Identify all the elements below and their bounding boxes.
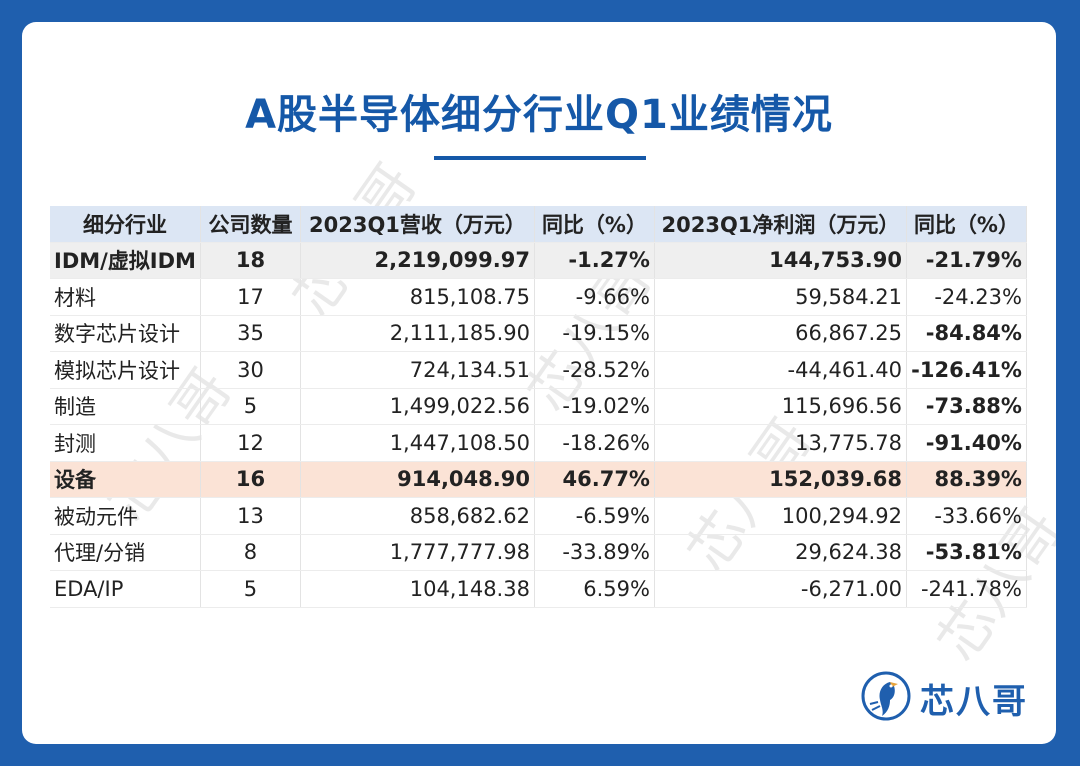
cell-count: 16 (200, 461, 301, 498)
cell-industry: 模拟芯片设计 (50, 351, 201, 389)
cell-count: 5 (200, 570, 301, 608)
cell-industry: 被动元件 (50, 497, 201, 535)
table-row: 设备 16 914,048.90 46.77% 152,039.68 88.39… (50, 461, 1027, 498)
cell-industry: 封测 (50, 424, 201, 462)
table-row: 被动元件 13 858,682.62 -6.59% 100,294.92 -33… (50, 497, 1027, 535)
cell-count: 12 (200, 424, 301, 462)
cell-profit-yoy: 88.39% (906, 461, 1027, 498)
cell-profit: -44,461.40 (654, 351, 907, 389)
cell-revenue-yoy: -19.02% (534, 388, 655, 425)
cell-profit-yoy: -126.41% (906, 351, 1027, 389)
cell-profit: 115,696.56 (654, 388, 907, 425)
cell-profit: -6,271.00 (654, 570, 907, 608)
table-row: 制造 5 1,499,022.56 -19.02% 115,696.56 -73… (50, 388, 1027, 425)
cell-revenue: 724,134.51 (300, 351, 535, 389)
cell-profit: 29,624.38 (654, 534, 907, 571)
cell-profit: 100,294.92 (654, 497, 907, 535)
cell-count: 35 (200, 315, 301, 352)
cell-count: 30 (200, 351, 301, 389)
table-row: 材料 17 815,108.75 -9.66% 59,584.21 -24.23… (50, 278, 1027, 316)
cell-industry: 代理/分销 (50, 534, 201, 571)
cell-profit-yoy: -53.81% (906, 534, 1027, 571)
title-underline (434, 156, 646, 160)
cell-profit-yoy: -84.84% (906, 315, 1027, 352)
brand-logo: 芯八哥 (860, 670, 1040, 726)
cell-industry: IDM/虚拟IDM (50, 242, 201, 279)
table-row: 数字芯片设计 35 2,111,185.90 -19.15% 66,867.25… (50, 315, 1027, 352)
header-profit-yoy: 同比（%） (906, 206, 1027, 243)
brand-name: 芯八哥 (920, 682, 1028, 722)
cell-count: 18 (200, 242, 301, 279)
cell-revenue-yoy: -9.66% (534, 278, 655, 316)
cell-revenue-yoy: -6.59% (534, 497, 655, 535)
header-company-count: 公司数量 (200, 206, 301, 243)
cell-profit: 13,775.78 (654, 424, 907, 462)
cell-count: 17 (200, 278, 301, 316)
table-row: 模拟芯片设计 30 724,134.51 -28.52% -44,461.40 … (50, 351, 1027, 389)
cell-revenue: 1,447,108.50 (300, 424, 535, 462)
bird-logo-icon (861, 671, 911, 721)
cell-revenue-yoy: -19.15% (534, 315, 655, 352)
table-row: 封测 12 1,447,108.50 -18.26% 13,775.78 -91… (50, 424, 1027, 462)
cell-profit-yoy: -73.88% (906, 388, 1027, 425)
cell-revenue-yoy: -1.27% (534, 242, 655, 279)
cell-industry: 材料 (50, 278, 201, 316)
cell-profit: 66,867.25 (654, 315, 907, 352)
cell-count: 8 (200, 534, 301, 571)
header-net-profit: 2023Q1净利润（万元） (654, 206, 907, 243)
performance-table: 细分行业 公司数量 2023Q1营收（万元） 同比（%） 2023Q1净利润（万… (50, 206, 1027, 608)
cell-profit: 152,039.68 (654, 461, 907, 498)
table-row: EDA/IP 5 104,148.38 6.59% -6,271.00 -241… (50, 570, 1027, 608)
cell-revenue-yoy: -33.89% (534, 534, 655, 571)
page-title: A股半导体细分行业Q1业绩情况 (245, 92, 833, 138)
cell-revenue: 858,682.62 (300, 497, 535, 535)
cell-industry: 设备 (50, 461, 201, 498)
table-row: 代理/分销 8 1,777,777.98 -33.89% 29,624.38 -… (50, 534, 1027, 571)
cell-revenue: 914,048.90 (300, 461, 535, 498)
header-revenue-yoy: 同比（%） (534, 206, 655, 243)
cell-industry: 制造 (50, 388, 201, 425)
cell-revenue: 2,111,185.90 (300, 315, 535, 352)
cell-revenue: 1,777,777.98 (300, 534, 535, 571)
cell-profit-yoy: -91.40% (906, 424, 1027, 462)
cell-revenue: 815,108.75 (300, 278, 535, 316)
header-industry: 细分行业 (50, 206, 201, 243)
cell-revenue: 104,148.38 (300, 570, 535, 608)
cell-profit-yoy: -24.23% (906, 278, 1027, 316)
cell-profit: 144,753.90 (654, 242, 907, 279)
cell-count: 13 (200, 497, 301, 535)
cell-profit: 59,584.21 (654, 278, 907, 316)
cell-revenue-yoy: -18.26% (534, 424, 655, 462)
table-row: IDM/虚拟IDM 18 2,219,099.97 -1.27% 144,753… (50, 242, 1027, 279)
cell-revenue: 2,219,099.97 (300, 242, 535, 279)
cell-revenue-yoy: 6.59% (534, 570, 655, 608)
cell-profit-yoy: -241.78% (906, 570, 1027, 608)
cell-revenue-yoy: 46.77% (534, 461, 655, 498)
cell-count: 5 (200, 388, 301, 425)
header-revenue: 2023Q1营收（万元） (300, 206, 535, 243)
cell-revenue: 1,499,022.56 (300, 388, 535, 425)
cell-profit-yoy: -21.79% (906, 242, 1027, 279)
content-card: 芯八哥 芯八哥 芯八哥 芯八哥 芯八哥 A股半导体细分行业Q1业绩情况 细分行业… (22, 22, 1056, 744)
cell-revenue-yoy: -28.52% (534, 351, 655, 389)
cell-industry: 数字芯片设计 (50, 315, 201, 352)
table-header-row: 细分行业 公司数量 2023Q1营收（万元） 同比（%） 2023Q1净利润（万… (50, 206, 1027, 243)
cell-industry: EDA/IP (50, 570, 201, 608)
cell-profit-yoy: -33.66% (906, 497, 1027, 535)
